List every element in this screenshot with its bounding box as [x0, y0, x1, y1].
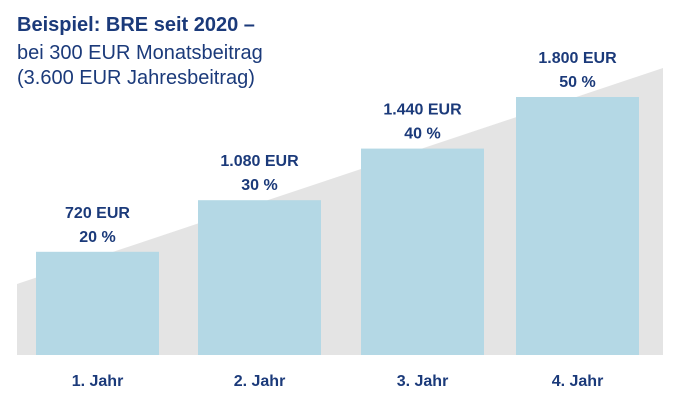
value-label-4: 1.800 EUR [538, 50, 617, 67]
bars-group [36, 97, 639, 355]
chart-subtitle-line-2: (3.600 EUR Jahresbeitrag) [17, 67, 255, 89]
category-label-4: 4. Jahr [552, 373, 604, 390]
percent-label-2: 30 % [241, 177, 277, 194]
bar-2 [198, 200, 321, 355]
chart-heading: Beispiel: BRE seit 2020 – bei 300 EUR Mo… [17, 14, 263, 89]
labels-group: 720 EUR 20 % 1. Jahr 1.080 EUR 30 % 2. Jahr 1.… [65, 50, 617, 390]
bar-1 [36, 251, 159, 355]
bar-3 [361, 148, 484, 355]
chart-subtitle-line-1: bei 300 EUR Monatsbeitrag [17, 42, 263, 64]
percent-label-3: 40 % [404, 126, 440, 143]
category-label-3: 3. Jahr [397, 373, 449, 390]
category-label-2: 2. Jahr [234, 373, 286, 390]
chart-title: Beispiel: BRE seit 2020 – [17, 14, 255, 36]
percent-label-4: 50 % [559, 74, 595, 91]
value-label-3: 1.440 EUR [383, 102, 462, 119]
percent-label-1: 20 % [79, 229, 115, 246]
bar-4 [516, 97, 639, 355]
value-label-1: 720 EUR [65, 205, 130, 222]
value-label-2: 1.080 EUR [220, 153, 299, 170]
category-label-1: 1. Jahr [72, 373, 124, 390]
rising-background-wedge [17, 68, 663, 355]
